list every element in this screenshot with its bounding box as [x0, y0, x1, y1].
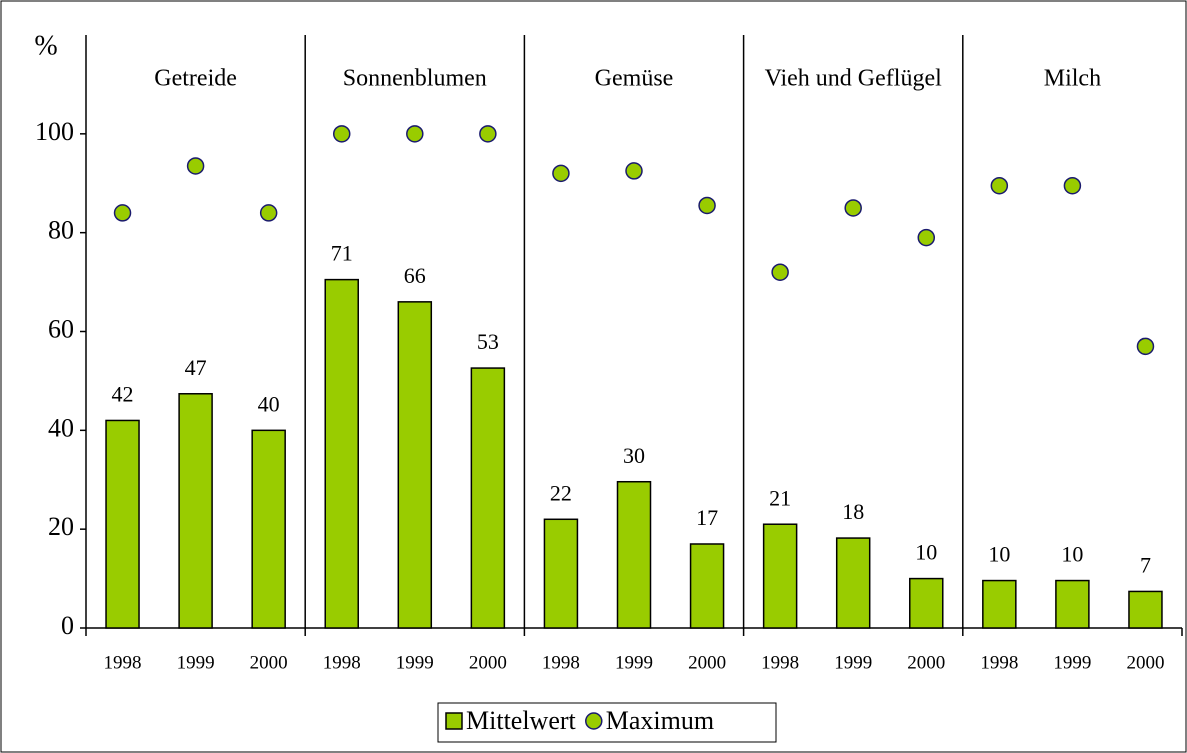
legend-label: Maximum [606, 706, 714, 735]
group-label: Gemüse [595, 66, 674, 92]
x-tick-label: 2000 [469, 652, 507, 673]
legend-box [437, 702, 777, 743]
x-tick-label: 1999 [177, 652, 215, 673]
bar [324, 278, 359, 629]
y-tick-label: 80 [48, 216, 74, 245]
value-label: 21 [769, 485, 791, 510]
max-point [1136, 337, 1155, 356]
value-label: 40 [258, 391, 280, 416]
max-point [552, 164, 570, 183]
max-point [844, 199, 862, 217]
value-label: 22 [550, 480, 572, 505]
bar [178, 393, 213, 629]
max-point [259, 204, 278, 222]
bar [251, 429, 286, 629]
value-label: 10 [988, 542, 1010, 567]
y-tick-label: 100 [35, 117, 74, 146]
y-tick-label: 40 [48, 413, 74, 442]
bar [1055, 579, 1090, 629]
value-label: 7 [1140, 552, 1151, 577]
max-point [917, 228, 936, 247]
max-point [1063, 176, 1082, 195]
y-tick-label: 60 [48, 314, 74, 343]
value-label: 47 [185, 355, 207, 380]
max-point [406, 125, 424, 143]
x-tick-label: 1999 [834, 652, 872, 673]
bar [689, 543, 725, 629]
x-tick-label: 1998 [980, 652, 1018, 673]
group-label: Getreide [154, 66, 237, 92]
value-label: 71 [331, 241, 353, 266]
bar [762, 523, 798, 629]
value-label: 17 [696, 505, 718, 530]
legend-label: Mittelwert [466, 706, 577, 735]
value-label: 10 [915, 540, 937, 565]
group-label: Vieh und Geflügel [765, 66, 943, 92]
x-tick-label: 1999 [396, 652, 434, 673]
y-axis-label: % [34, 30, 57, 61]
max-point [479, 125, 497, 143]
value-label: 10 [1061, 542, 1083, 567]
value-label: 42 [112, 381, 134, 406]
value-label: 18 [842, 499, 864, 524]
x-tick-label: 1998 [104, 652, 142, 673]
x-tick-label: 2000 [688, 652, 726, 673]
x-tick-label: 1998 [542, 652, 580, 673]
y-tick-label: 0 [61, 611, 74, 640]
x-tick-label: 2000 [1126, 652, 1164, 673]
bar [909, 577, 944, 629]
bar [616, 480, 652, 629]
x-tick-label: 1999 [1053, 652, 1091, 673]
max-point [186, 157, 205, 175]
bar [397, 301, 433, 629]
legend-swatch [445, 712, 463, 730]
value-label: 53 [477, 329, 499, 354]
bar [470, 367, 506, 629]
max-point [771, 263, 789, 281]
y-tick-label: 20 [48, 512, 74, 541]
bar [835, 537, 871, 629]
x-tick-label: 2000 [907, 652, 945, 673]
bar [543, 518, 579, 629]
max-point [113, 204, 132, 222]
max-point [625, 162, 643, 180]
value-label: 30 [623, 443, 645, 468]
x-tick-label: 2000 [250, 652, 288, 673]
group-label: Milch [1044, 66, 1101, 92]
x-tick-label: 1998 [761, 652, 799, 673]
bar [1128, 590, 1163, 629]
x-tick-label: 1999 [615, 652, 653, 673]
bar [982, 579, 1017, 629]
max-point [332, 125, 351, 143]
bar [105, 419, 140, 629]
max-point [698, 196, 716, 215]
max-point [990, 176, 1009, 195]
value-label: 66 [404, 263, 426, 288]
group-label: Sonnenblumen [343, 66, 487, 92]
x-tick-label: 1998 [323, 652, 361, 673]
legend-swatch [585, 712, 603, 730]
